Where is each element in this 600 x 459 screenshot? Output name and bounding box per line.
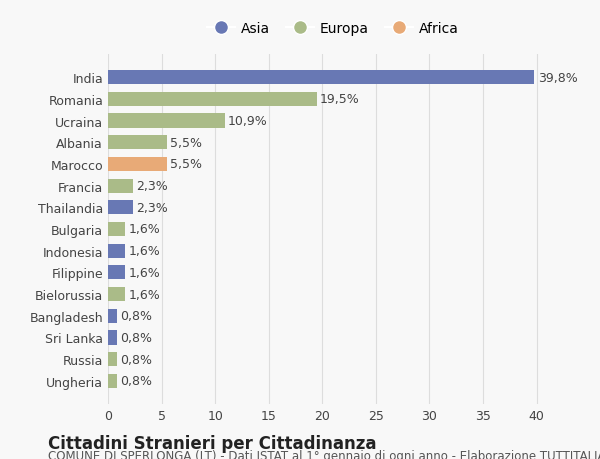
Text: 5,5%: 5,5%	[170, 136, 202, 149]
Legend: Asia, Europa, Africa: Asia, Europa, Africa	[202, 17, 464, 42]
Bar	[108, 223, 125, 236]
Text: 10,9%: 10,9%	[228, 115, 268, 128]
Text: 39,8%: 39,8%	[538, 72, 577, 84]
Text: 19,5%: 19,5%	[320, 93, 360, 106]
Bar	[108, 201, 133, 215]
Text: 0,8%: 0,8%	[120, 353, 152, 366]
Bar	[108, 93, 317, 106]
Text: 2,3%: 2,3%	[136, 180, 167, 193]
Bar	[108, 71, 535, 85]
Bar	[108, 353, 116, 366]
Text: 1,6%: 1,6%	[128, 223, 160, 236]
Text: 1,6%: 1,6%	[128, 266, 160, 279]
Bar	[108, 179, 133, 193]
Bar	[108, 114, 225, 129]
Bar	[108, 266, 125, 280]
Text: 1,6%: 1,6%	[128, 245, 160, 257]
Bar	[108, 374, 116, 388]
Text: 5,5%: 5,5%	[170, 158, 202, 171]
Text: 0,8%: 0,8%	[120, 331, 152, 344]
Text: 1,6%: 1,6%	[128, 288, 160, 301]
Bar	[108, 309, 116, 323]
Text: COMUNE DI SPERLONGA (LT) - Dati ISTAT al 1° gennaio di ogni anno - Elaborazione : COMUNE DI SPERLONGA (LT) - Dati ISTAT al…	[48, 449, 600, 459]
Bar	[108, 287, 125, 302]
Text: 0,8%: 0,8%	[120, 310, 152, 323]
Bar	[108, 244, 125, 258]
Text: Cittadini Stranieri per Cittadinanza: Cittadini Stranieri per Cittadinanza	[48, 434, 377, 452]
Bar	[108, 330, 116, 345]
Text: 2,3%: 2,3%	[136, 202, 167, 214]
Bar	[108, 136, 167, 150]
Bar	[108, 157, 167, 172]
Text: 0,8%: 0,8%	[120, 375, 152, 387]
